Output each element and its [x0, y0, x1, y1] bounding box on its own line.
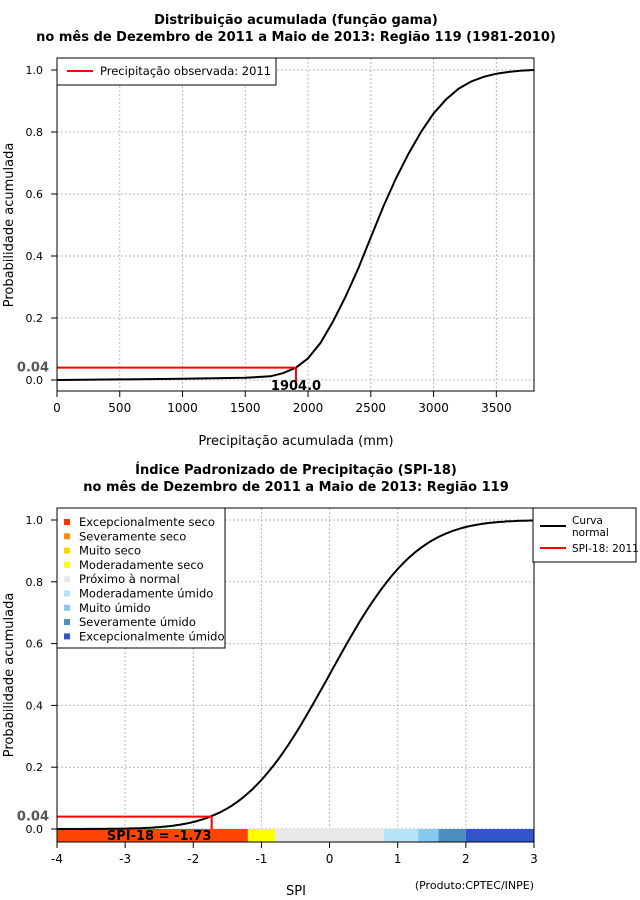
c1-x-tick-label: 500: [108, 401, 131, 415]
chart-1-legend-entry: Precipitação observada: 2011: [100, 64, 271, 78]
c2-category-legend-swatch: [64, 533, 70, 540]
c1-marker-x-label: 1904.0: [271, 379, 321, 394]
c2-y-tick-label: 0.6: [26, 638, 44, 651]
c1-x-tick-label: 3500: [481, 401, 512, 415]
chart-2-y-label: Probabilidade acumulada: [2, 593, 17, 758]
c2-category-legend-label: Excepcionalmente seco: [79, 515, 215, 529]
c2-category-legend-swatch: [64, 590, 70, 597]
chart-2-x-label: SPI: [286, 884, 306, 899]
c2-category-bar-highlight: [247, 829, 276, 842]
chart-1-subtitle: no mês de Dezembro de 2011 a Maio de 201…: [36, 30, 556, 45]
chart-2-y-ticks: 0.0 0.2 0.4 0.6 0.8 1.0: [26, 514, 57, 836]
chart-1-legend-box: [56, 57, 277, 86]
c1-x-tick-label: 2000: [293, 401, 324, 415]
c2-y-tick-label: 0.4: [26, 699, 44, 712]
c1-x-tick-label: 3000: [418, 401, 449, 415]
c2-x-tick-label: -4: [51, 852, 63, 866]
c1-x-tick-label: 1500: [230, 401, 261, 415]
c2-category-bar-segment: [275, 829, 385, 842]
chart-2-footnote: (Produto:CPTEC/INPE): [415, 879, 534, 892]
chart-2-category-bar: [57, 829, 534, 842]
c2-category-bar-segment: [438, 829, 466, 842]
c2-x-tick-label: -2: [187, 852, 199, 866]
chart-2-subtitle: no mês de Dezembro de 2011 a Maio de 201…: [83, 480, 508, 495]
c2-series-line: [57, 519, 535, 830]
c2-category-legend-label: Moderadamente seco: [79, 558, 204, 572]
c2-category-legend-label: Severamente úmido: [79, 615, 196, 629]
chart-1-y-label: Probabilidade acumulada: [2, 143, 17, 308]
c2-category-bar-segment: [465, 829, 534, 842]
chart-2: Índice Padronizado de Precipitação (SPI-…: [2, 462, 639, 899]
chart-1-grid: [57, 58, 534, 391]
chart-2-outer-legend-curve-line1: Curva: [572, 515, 603, 527]
c1-series-line: [56, 69, 535, 381]
chart-2-plot-frame: [56, 507, 535, 843]
c2-y-tick-label: 0.0: [26, 823, 44, 836]
c2-category-bar-segment: [384, 829, 419, 842]
c1-y-tick-label: 1.0: [26, 64, 44, 77]
c2-marker-y-label: 0.04: [17, 810, 49, 825]
c2-x-tick-label: 3: [530, 852, 538, 866]
c1-y-tick-label: 0.8: [26, 126, 44, 139]
chart-2-title: Índice Padronizado de Precipitação (SPI-…: [135, 462, 457, 478]
chart-1: Distribuição acumulada (função gama) no …: [2, 13, 556, 449]
c1-x-tick-label: 2500: [356, 401, 387, 415]
c1-x-tick-label: 0: [53, 401, 61, 415]
c2-category-legend-swatch: [64, 561, 70, 568]
c1-y-tick-label: 0.0: [26, 374, 44, 387]
c2-category-legend-label: Severamente seco: [79, 529, 186, 543]
c2-y-tick-label: 1.0: [26, 514, 44, 527]
c2-category-legend-label: Muito úmido: [79, 601, 151, 615]
chart-2-outer-legend-curve-line2: normal: [572, 527, 609, 539]
chart-2-outer-legend-curve-label: Curva normal: [572, 515, 609, 539]
chart-2-outer-legend-spi-label: SPI-18: 2011: [572, 543, 639, 555]
chart-2-marker: 0.04 SPI-18 = -1.73: [17, 810, 213, 844]
c2-x-tick-label: 1: [394, 852, 402, 866]
c2-category-legend-label: Muito seco: [79, 544, 141, 558]
c1-y-tick-label: 0.4: [26, 250, 44, 263]
chart-1-y-ticks: 0.0 0.2 0.4 0.6 0.8 1.0: [26, 64, 57, 387]
c2-category-legend-label: Excepcionalmente úmido: [79, 629, 224, 643]
chart-1-plot-frame: [56, 57, 535, 392]
chart-2-category-legend-box: [56, 507, 226, 649]
chart-1-x-ticks: 0 500 1000 1500 2000 2500 3000 3500: [53, 391, 512, 415]
c2-y-tick-label: 0.8: [26, 576, 44, 589]
c2-x-tick-label: 2: [462, 852, 470, 866]
c1-marker-y-label: 0.04: [17, 361, 49, 376]
c2-marker-x-label: SPI-18 = -1.73: [107, 829, 212, 844]
chart-1-series: [56, 69, 535, 381]
c2-category-bar-segment: [418, 829, 439, 842]
chart-2-outer-legend-box: [532, 507, 637, 563]
c1-x-tick-label: 1000: [167, 401, 198, 415]
c2-y-tick-label: 0.2: [26, 761, 44, 774]
chart-1-marker: 0.04 1904.0: [17, 361, 321, 394]
c2-category-bar-segment: [57, 829, 276, 842]
chart-2-outer-legend: Curva normal SPI-18: 2011: [532, 507, 639, 563]
c2-category-legend-swatch: [64, 576, 70, 583]
c2-category-legend-label: Moderadamente úmido: [79, 587, 213, 601]
chart-1-x-label: Precipitação acumulada (mm): [198, 434, 393, 449]
chart-1-title: Distribuição acumulada (função gama): [154, 13, 438, 28]
c2-category-legend-label: Próximo à normal: [79, 572, 180, 586]
chart-2-x-ticks: -4 -3 -2 -1 0 1 2 3: [51, 842, 538, 866]
c2-category-legend-swatch: [64, 633, 70, 640]
chart-1-legend: Precipitação observada: 2011: [56, 57, 277, 86]
c2-x-tick-label: -3: [119, 852, 131, 866]
c2-category-legend-swatch: [64, 547, 70, 554]
c1-y-tick-label: 0.2: [26, 312, 44, 325]
c1-y-tick-label: 0.6: [26, 188, 44, 201]
chart-2-series: [57, 519, 535, 830]
c2-category-legend-swatch: [64, 604, 70, 611]
c2-x-tick-label: 0: [326, 852, 334, 866]
c2-category-legend-swatch: [64, 619, 70, 626]
c2-x-tick-label: -1: [255, 852, 267, 866]
c2-category-legend-swatch: [64, 519, 70, 525]
